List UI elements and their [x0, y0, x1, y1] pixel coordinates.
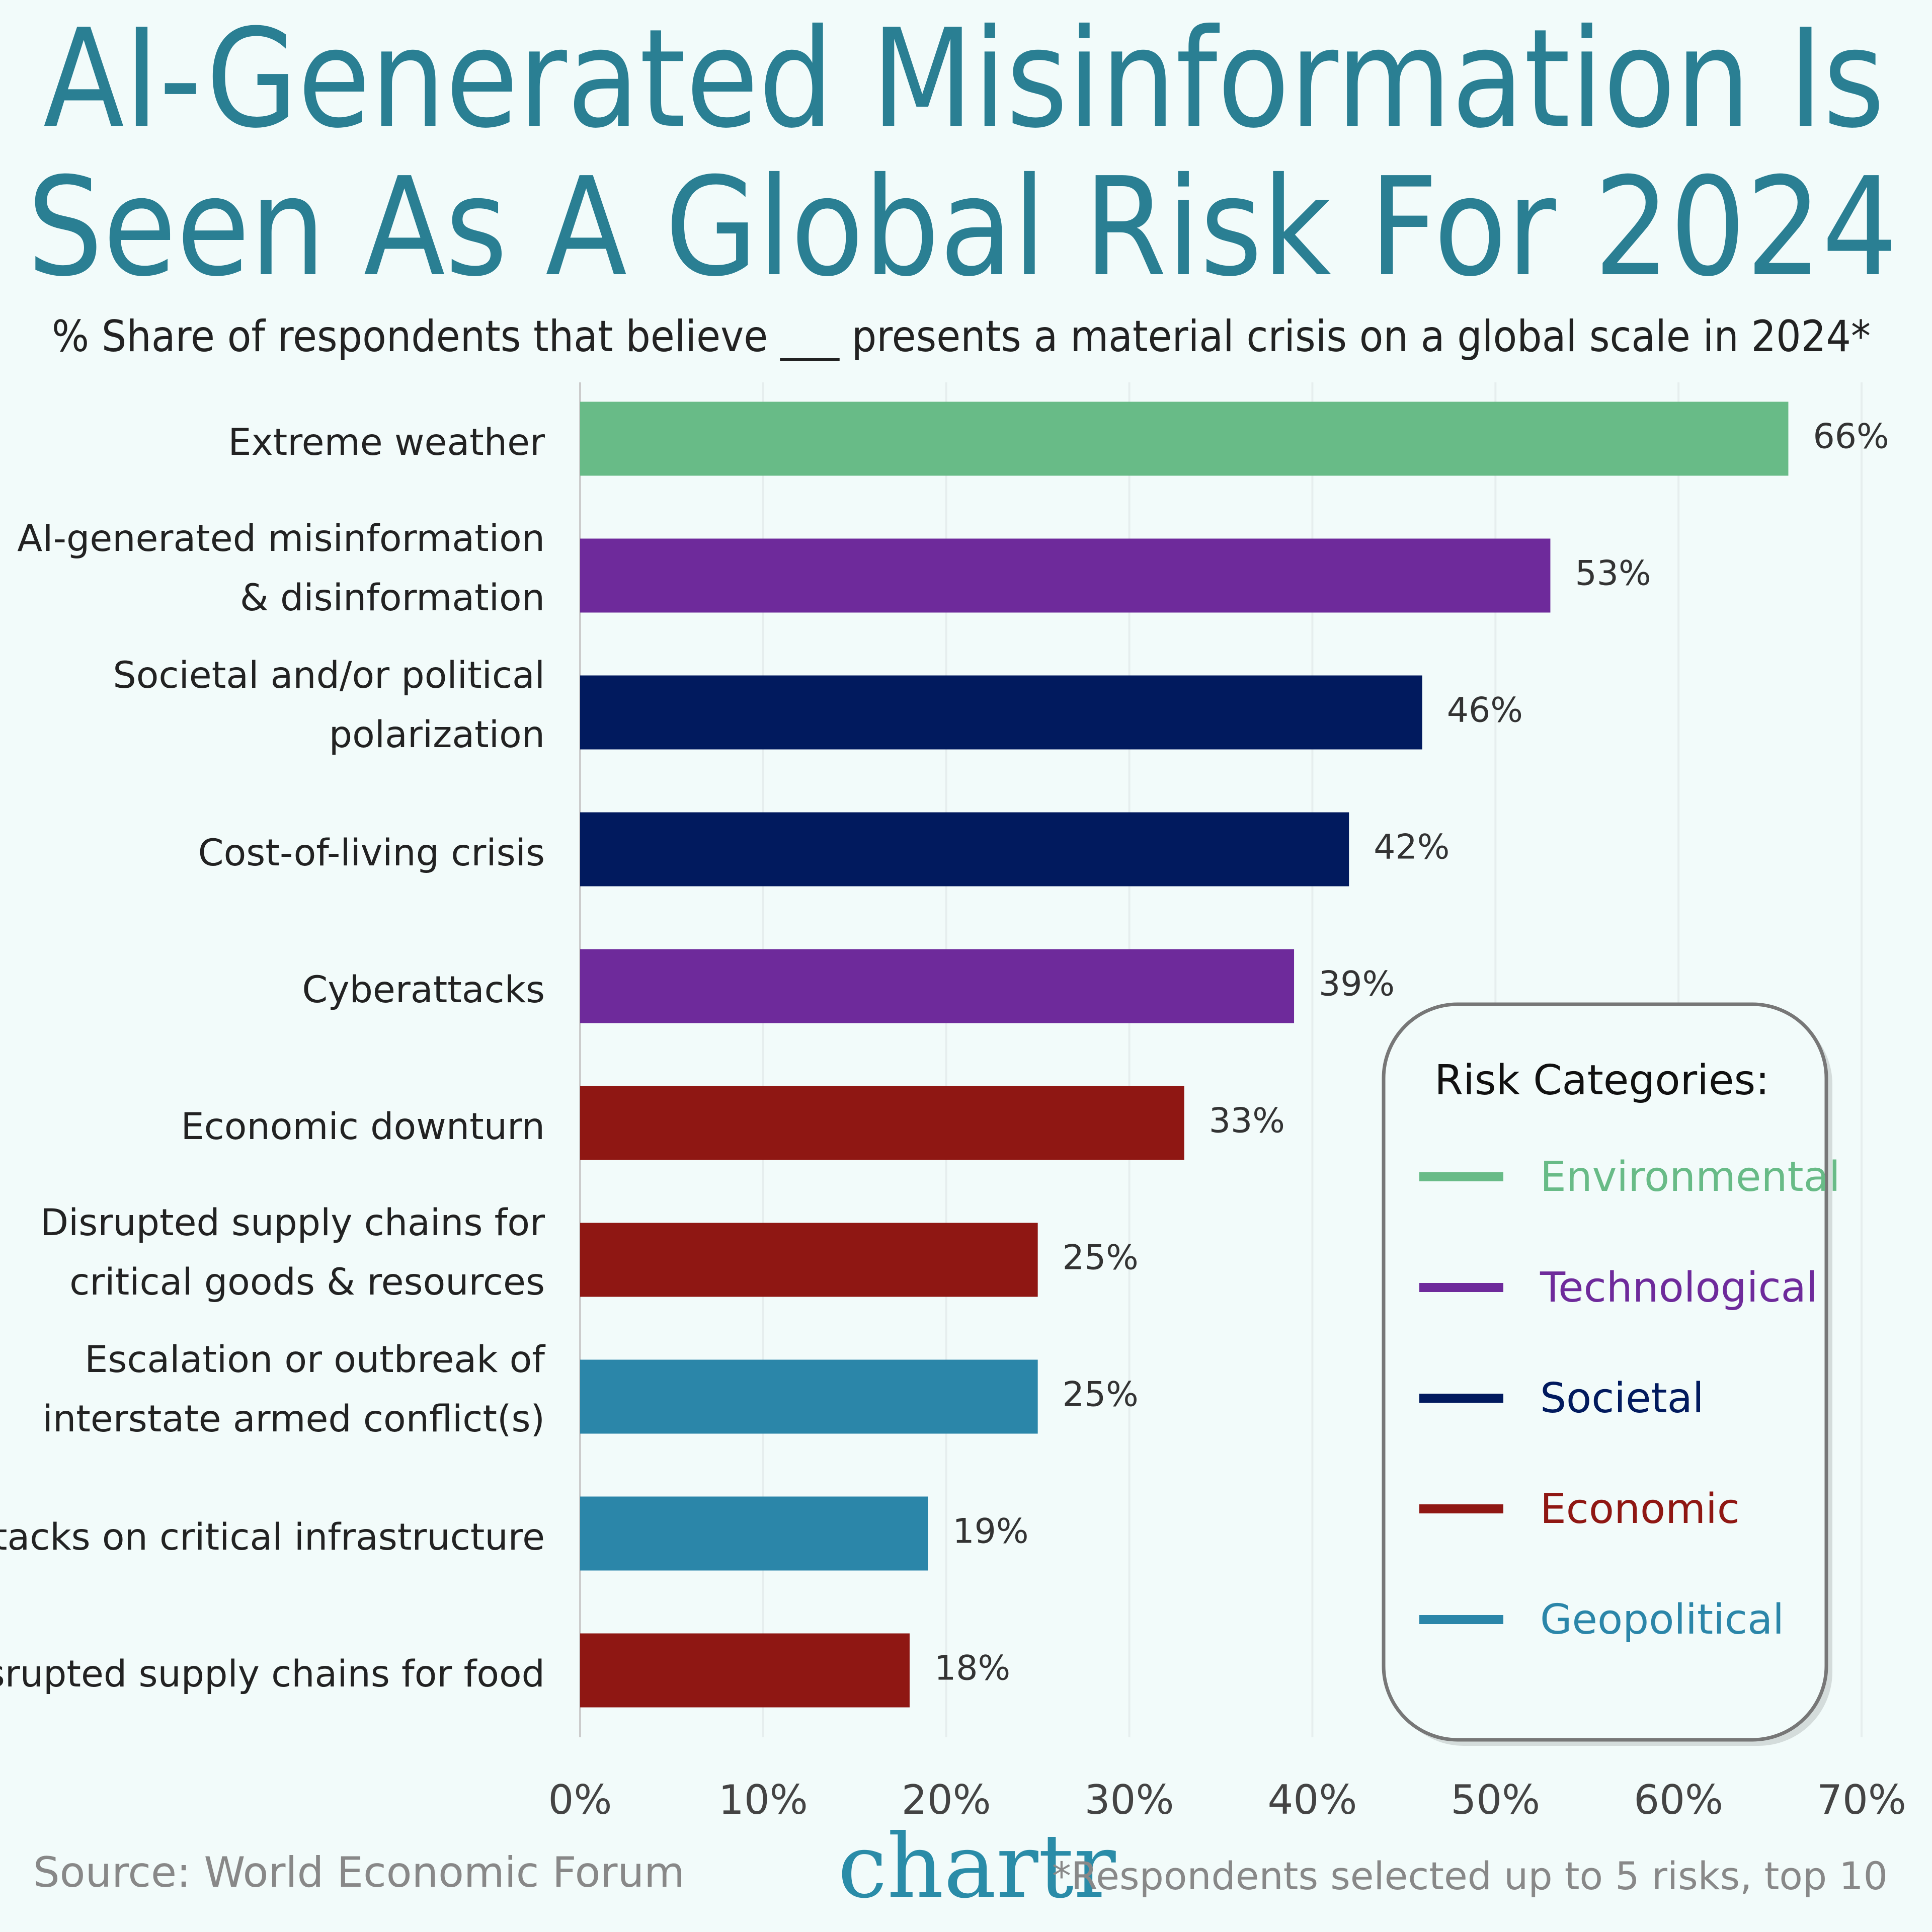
logo: chartr — [838, 1816, 1116, 1918]
value-label: 46% — [1447, 691, 1523, 731]
y-tick-label: Economic downturn — [181, 1105, 545, 1148]
value-label: 53% — [1575, 554, 1651, 594]
value-label: 66% — [1813, 417, 1889, 457]
y-tick-label: Escalation or outbreak of interstate arme… — [43, 1338, 546, 1440]
bar — [580, 1496, 928, 1571]
note: *Respondents selected up to 5 risks, top… — [1052, 1854, 1888, 1898]
legend-label: Technological — [1540, 1264, 1818, 1312]
x-tick-label: 40% — [1268, 1777, 1357, 1823]
legend-title: Risk Categories: — [1434, 1057, 1769, 1104]
bar — [580, 675, 1422, 750]
x-tick-label: 50% — [1451, 1777, 1540, 1823]
legend-label: Societal — [1540, 1375, 1704, 1422]
bar — [580, 1359, 1038, 1434]
x-tick-label: 20% — [902, 1777, 991, 1823]
bar — [580, 401, 1789, 476]
value-label: 33% — [1209, 1101, 1285, 1141]
legend-label: Environmental — [1540, 1153, 1840, 1201]
subtitle: % Share of respondents that believe ___ … — [52, 311, 1871, 362]
y-tick-label: Cyberattacks — [302, 969, 545, 1011]
x-tick-label: 0% — [548, 1777, 612, 1823]
y-tick-label: Attacks on critical infrastructure — [0, 1516, 545, 1559]
bar — [580, 1223, 1038, 1297]
value-label: 25% — [1063, 1375, 1139, 1415]
x-tick-label: 60% — [1634, 1777, 1723, 1823]
bar — [580, 538, 1551, 613]
y-tick-label: Societal and/or political polarization — [113, 654, 545, 756]
legend-label: Geopolitical — [1540, 1596, 1784, 1644]
y-tick-label: Disrupted supply chains for food — [0, 1653, 545, 1696]
value-label: 19% — [952, 1512, 1028, 1552]
legend-label: Economic — [1540, 1485, 1740, 1533]
bar — [580, 1086, 1184, 1160]
x-tick-label: 30% — [1085, 1777, 1174, 1823]
value-label: 39% — [1319, 964, 1395, 1004]
y-tick-label: AI-generated misinformation & disinformat… — [17, 517, 545, 619]
x-tick-label: 10% — [718, 1777, 808, 1823]
y-tick-label: Disrupted supply chains for critical good… — [40, 1201, 545, 1304]
y-tick-label: Cost-of-living crisis — [198, 832, 545, 874]
y-tick-label: Extreme weather — [228, 421, 545, 464]
value-label: 25% — [1063, 1238, 1139, 1278]
x-tick-label: 70% — [1817, 1777, 1906, 1823]
source: Source: World Economic Forum — [33, 1848, 685, 1897]
value-label: 18% — [934, 1649, 1010, 1688]
chart-title: AI-Generated Misinformation Is Seen As A … — [27, 0, 1898, 306]
value-label: 42% — [1374, 828, 1450, 867]
bar — [580, 812, 1349, 887]
bar — [580, 1633, 910, 1708]
bar — [580, 949, 1295, 1023]
legend-box — [1382, 1002, 1828, 1742]
